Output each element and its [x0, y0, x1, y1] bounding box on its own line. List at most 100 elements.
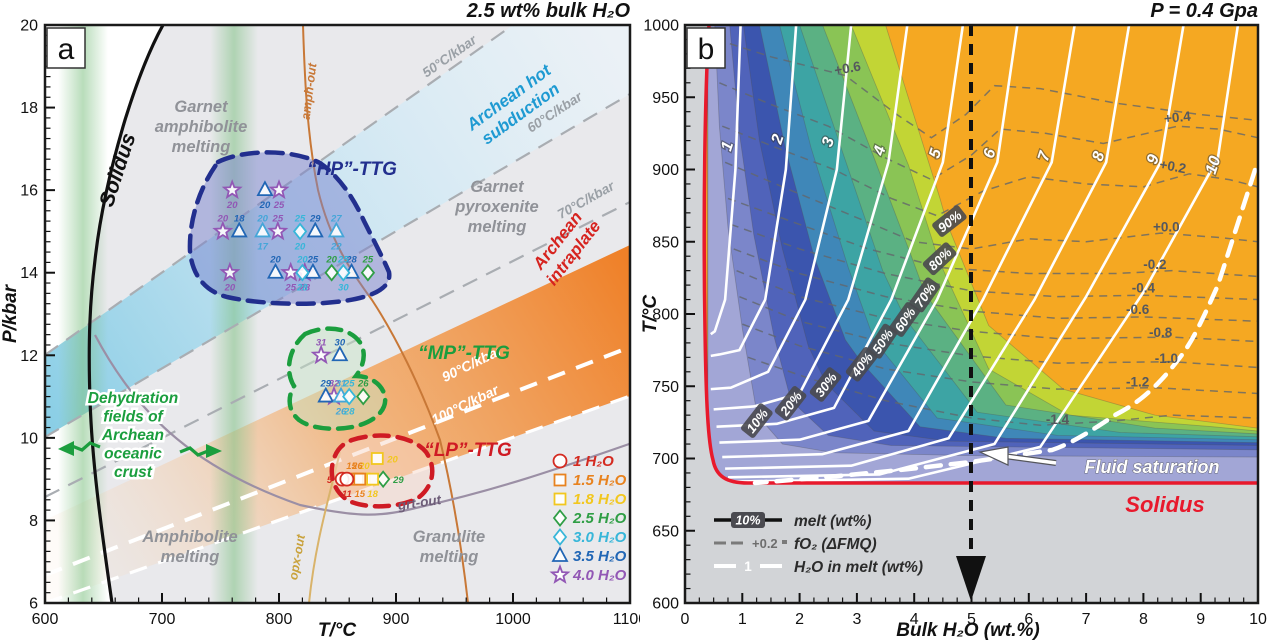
marker-square: [553, 473, 567, 487]
panel-a-y-axis-label: P/kbar: [0, 283, 21, 343]
panel-b-legend: 10% melt (wt%) +0.2 fO₂ (ΔFMQ) 1 H₂O in …: [714, 512, 923, 576]
grt-out-label: grt-out: [396, 492, 443, 513]
amphibolite-melting-label: Amphibolite melting: [141, 528, 237, 566]
amphibolite-melting-label: Amphibolite melting: [141, 528, 237, 566]
legend-h2o-label: H₂O in melt (wt%): [794, 559, 923, 576]
fo2-label-text: -1.0: [1155, 351, 1178, 366]
marker-triangle: [327, 221, 345, 238]
marker-triangle: [266, 262, 284, 279]
fo2-label: +0.0: [1153, 220, 1180, 235]
fo2-contour--1.4: [747, 356, 1258, 427]
fo2-contour--0.2: [727, 197, 1258, 278]
garnet-amphibolite-label: Garnet amphibolite melting: [155, 98, 248, 156]
marker-label: 20: [259, 200, 271, 211]
marker-label: 20: [217, 213, 229, 224]
solidus-curve: [87, 25, 165, 603]
marker-circle: [339, 471, 355, 487]
grt-out-curve: [94, 334, 630, 516]
tick-label: 10: [1249, 611, 1267, 628]
fo2-label-text: +0.2: [1158, 157, 1187, 176]
garnet-pyroxenite-label: Garnet pyroxenite melting: [454, 178, 538, 236]
marker-star: [267, 220, 289, 241]
marker-diamond: [336, 263, 351, 282]
tick-label: 800: [266, 611, 293, 628]
legend-item-label: 1.8 H₂O: [573, 491, 627, 508]
marker-square: [366, 472, 380, 486]
legend-fo2-key: +0.2: [752, 536, 778, 551]
marker-diamond: [375, 470, 391, 489]
tick-label: 600: [32, 611, 59, 628]
marker-circle: [552, 453, 568, 469]
panel-a-border: [43, 23, 632, 605]
melt-percent-badge-bg: [932, 205, 967, 237]
fo2-contours: [716, 38, 1258, 427]
marker-triangle: [256, 180, 274, 197]
legend-item-label: 2.5 H₂O: [572, 510, 627, 527]
marker-label: 22: [330, 241, 342, 252]
marker-label: 5: [327, 475, 333, 486]
marker-label: 20: [226, 200, 238, 211]
dehydration-arrow-right-head: [206, 444, 222, 458]
fo2-label: -0.8: [1149, 325, 1173, 340]
tick-label: 18: [20, 100, 38, 117]
melt-percent-badge-bg: [741, 403, 773, 438]
legend-fo2-dot: [782, 540, 787, 544]
tick-label: 6: [1024, 611, 1033, 628]
marker-label: 26: [351, 461, 363, 472]
tick-label: 5: [967, 611, 976, 628]
melt-percent-badge-bg: [867, 323, 898, 359]
marker-label: 25: [307, 255, 319, 266]
tick-label: 16: [20, 183, 38, 200]
fluid-saturation-curve: [752, 167, 1258, 486]
panel-b-letter: b: [698, 33, 715, 66]
marker-square: [553, 492, 567, 506]
marker-diamond: [342, 387, 357, 406]
melt-percent-badge-bg: [922, 242, 957, 276]
melt-percent-badge-bg: [909, 277, 941, 313]
tick-label: 12: [20, 348, 38, 365]
tick-label: 700: [652, 451, 679, 468]
marker-label: 25: [273, 200, 285, 211]
legend-fo2-label: fO₂ (ΔFMQ): [794, 536, 877, 553]
marker-square: [370, 452, 384, 465]
h2o-in-melt-contour-8: [725, 25, 1131, 470]
panel-a-letter: a: [58, 33, 75, 66]
geotherm-70-line: [45, 201, 630, 498]
granulite-melting-label: Granulite melting: [413, 528, 485, 566]
solidus-label-b: Solidus: [1125, 492, 1204, 517]
panel-a-letter-box: [46, 27, 86, 69]
garnet-amphibolite-label: Garnet amphibolite melting: [155, 98, 248, 156]
tick-label: 600: [652, 596, 679, 613]
dehydration-label: Dehydration fields of Archean oceanic crust: [85, 388, 180, 484]
h2o-in-melt-contour-7: [722, 25, 1076, 459]
marker-label: 20: [256, 213, 268, 224]
panel-b-ticks: 0 1 2 3 4 5 6 7 8 9 10 600 650 700 750 800 850 900 950 1000: [643, 18, 1267, 629]
amph-out-label: amph-out: [299, 62, 320, 121]
marker-label: 28: [298, 283, 310, 294]
amph-out-curve: [302, 25, 469, 603]
fo2-label-text: -1.2: [1126, 374, 1149, 389]
marker-label: 20: [386, 455, 398, 466]
fo2-label-text: -0.2: [1143, 257, 1166, 272]
legend-melt-key: 10%: [735, 514, 760, 528]
granulite-melting-label: Granulite melting: [413, 528, 485, 566]
marker-label: 26: [335, 407, 347, 418]
fo2-label: +0.6: [833, 58, 862, 77]
marker-diamond: [552, 528, 568, 546]
panel-b-y-axis-label: T/°C: [640, 295, 661, 333]
tick-label: 6: [29, 596, 38, 613]
fo2-contour--0.4: [730, 223, 1258, 301]
marker-diamond: [324, 263, 339, 282]
marker-label: 29: [320, 379, 332, 390]
marker-triangle: [230, 221, 248, 238]
marker-diamond: [292, 222, 308, 241]
marker-label: 29: [392, 475, 404, 486]
fluid-saturation-arrow-head: [978, 446, 1009, 466]
tick-label: 3: [852, 611, 861, 628]
fo2-label-text: +0.4: [1163, 108, 1192, 126]
geotherm-100-line: [45, 394, 630, 603]
